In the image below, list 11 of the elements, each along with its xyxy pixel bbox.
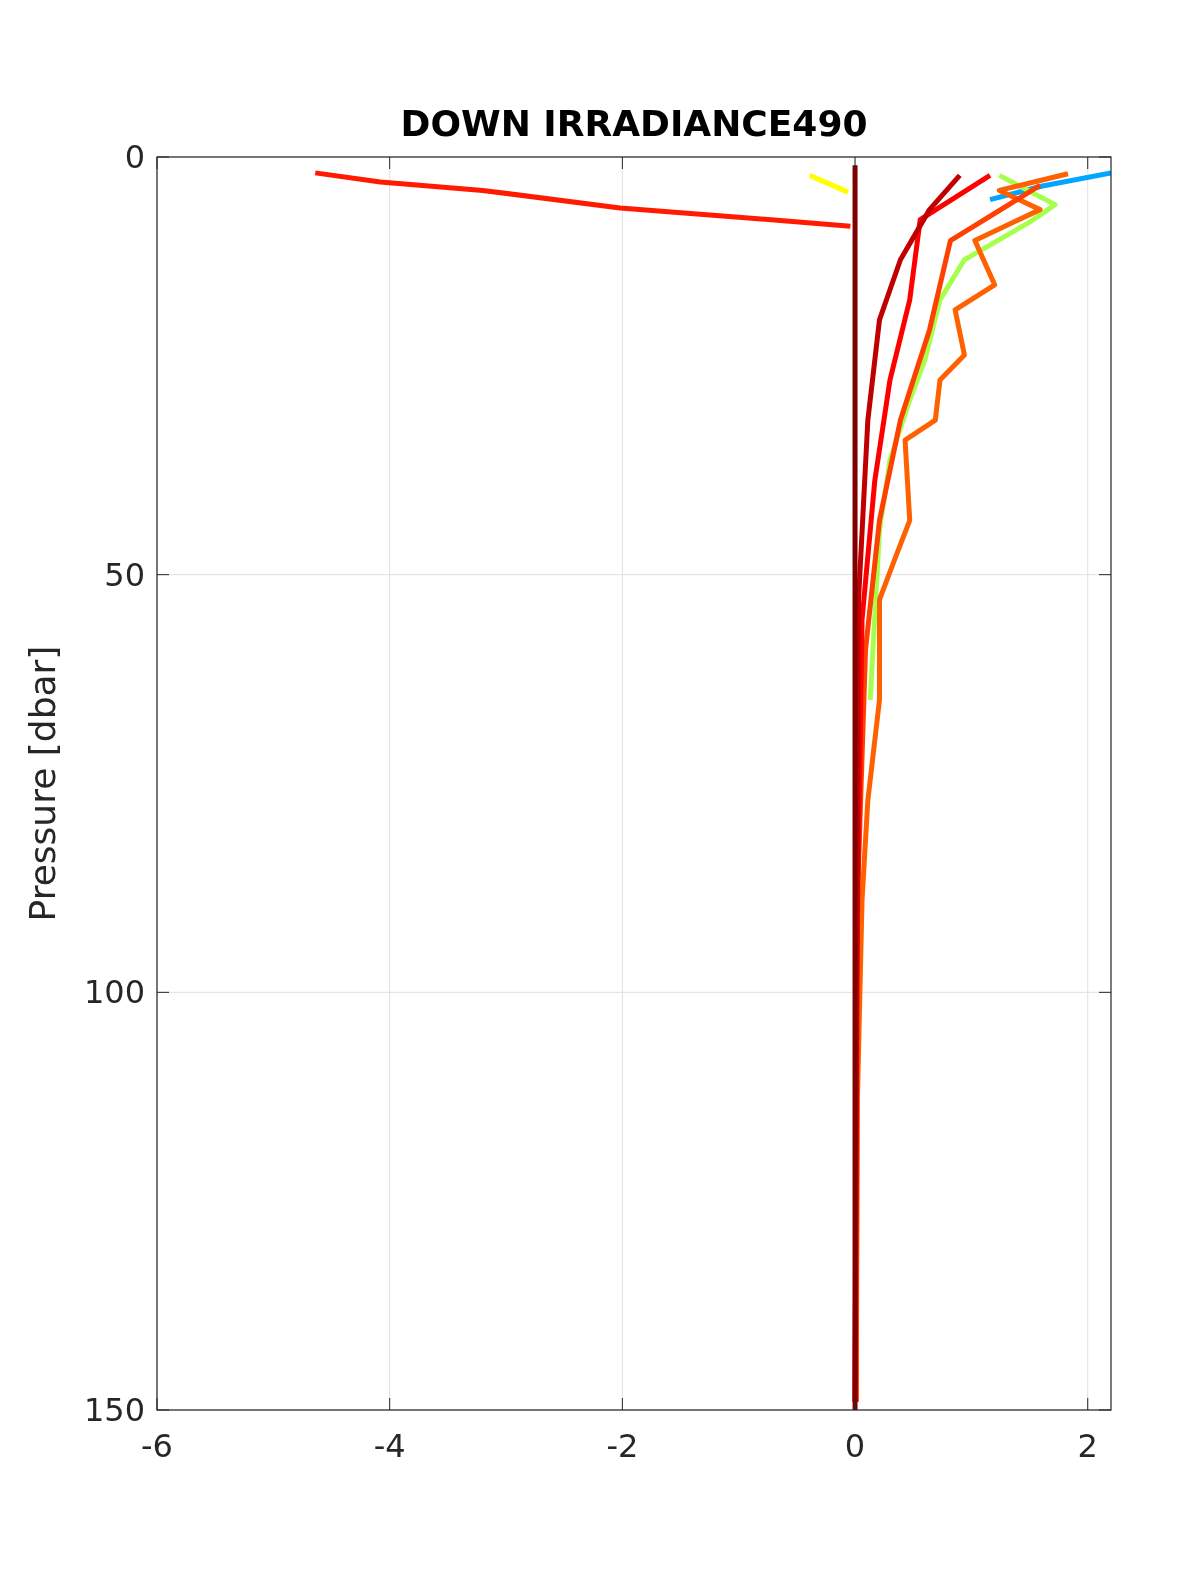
x-tick-label: 2 [1077, 1427, 1098, 1465]
chart-title: DOWN IRRADIANCE490 [400, 103, 868, 144]
x-tick-label: -2 [606, 1427, 639, 1465]
x-tick-label: 0 [844, 1427, 866, 1465]
y-tick-label: 100 [83, 973, 145, 1012]
y-tick-label: 0 [124, 138, 145, 176]
x-tick-label: -6 [141, 1427, 173, 1465]
x-tick-label: -4 [373, 1427, 406, 1465]
y-axis-title: Pressure [dbar] [22, 645, 63, 922]
y-tick-label: 150 [83, 1391, 145, 1429]
y-tick-label: 50 [104, 555, 145, 594]
